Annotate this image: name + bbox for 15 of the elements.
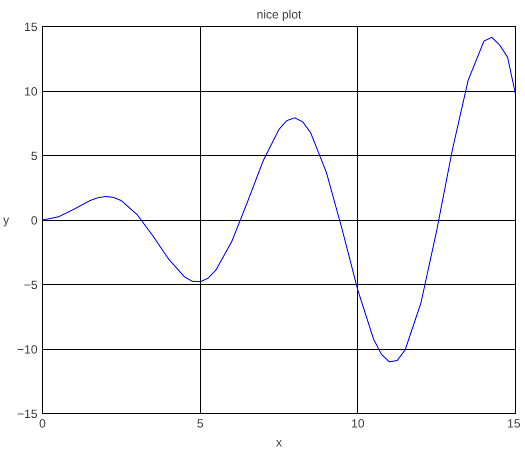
x-tick-label: 10 xyxy=(351,416,365,430)
chart-title: nice plot xyxy=(256,8,302,22)
x-tick-label: 15 xyxy=(507,416,521,430)
y-tick-label: −10 xyxy=(17,342,38,356)
x-tick-label: 5 xyxy=(196,416,204,430)
x-axis-title: x xyxy=(276,436,282,450)
y-tick-label: 5 xyxy=(30,149,38,163)
y-tick-label: −15 xyxy=(17,407,38,421)
line-series xyxy=(42,36,516,362)
y-axis-title: y xyxy=(3,213,10,227)
y-tick-label: −5 xyxy=(24,278,38,292)
y-tick-label: 0 xyxy=(30,214,38,228)
y-tick-label: 10 xyxy=(24,84,38,98)
x-tick-label: 0 xyxy=(39,416,46,430)
y-tick-label: 15 xyxy=(24,20,38,34)
